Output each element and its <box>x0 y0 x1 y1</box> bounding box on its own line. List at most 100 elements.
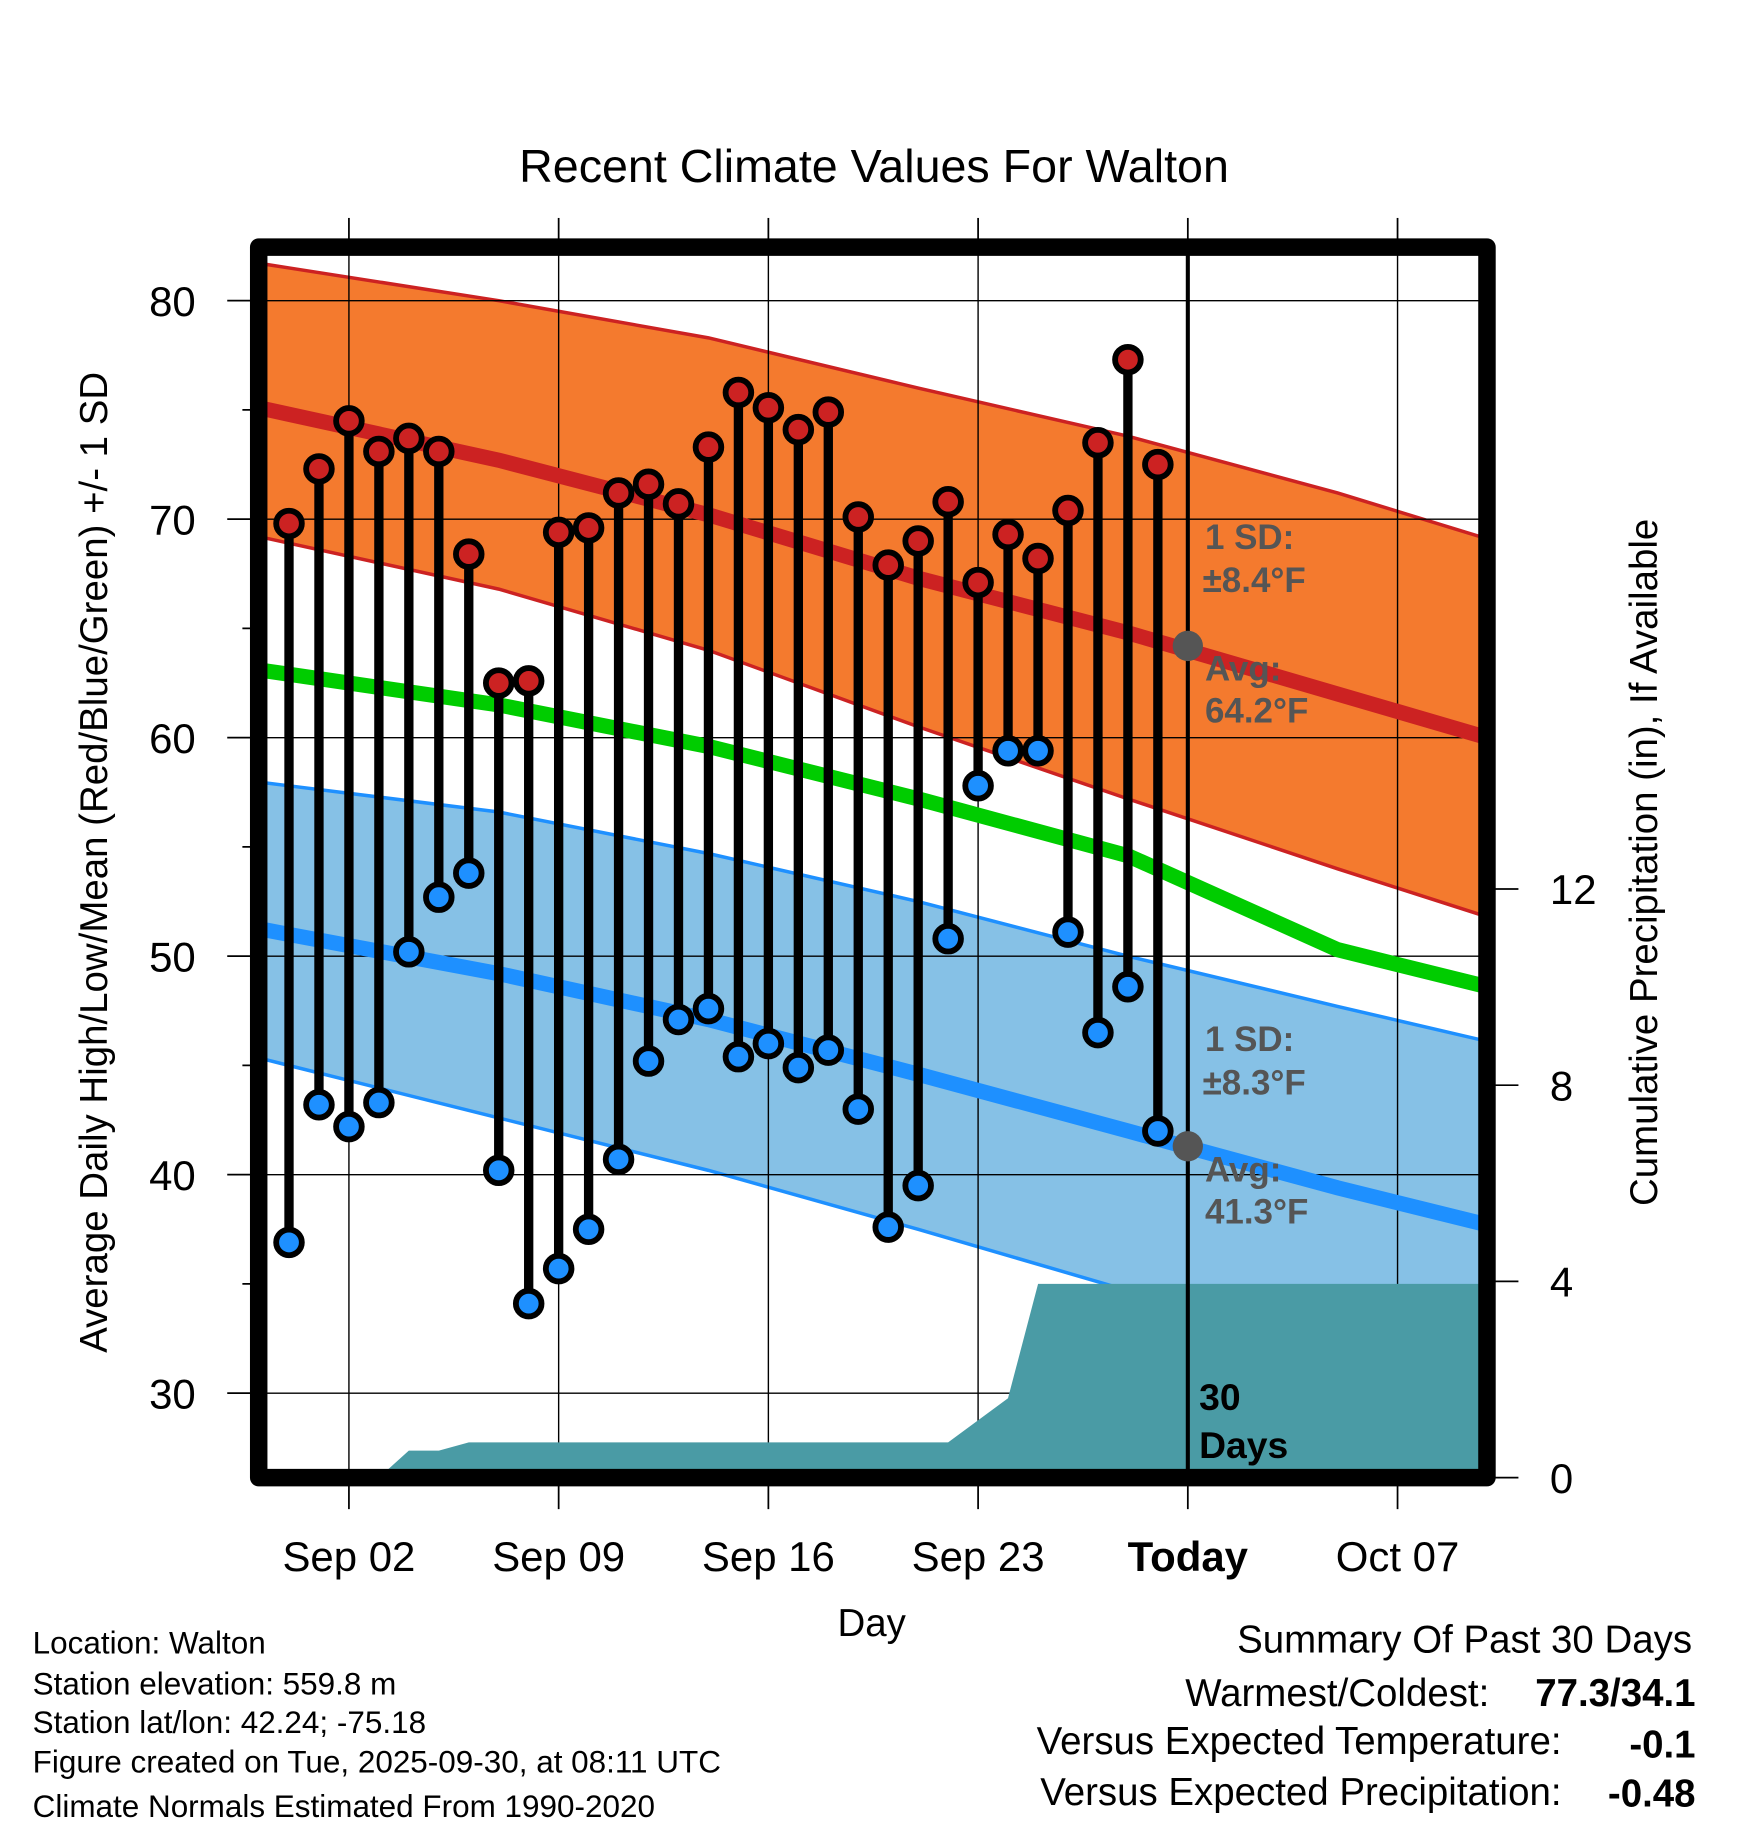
low-point <box>902 1169 934 1202</box>
days-number: 30 <box>1199 1376 1240 1418</box>
daily-observation <box>752 392 785 1060</box>
daily-observation <box>812 396 845 1066</box>
high-point <box>512 665 545 697</box>
low-point <box>482 1154 515 1187</box>
y-tick-label: 80 <box>149 278 196 325</box>
high-point <box>632 468 665 500</box>
low-avg-label: Avg: <box>1205 1151 1281 1190</box>
daily-observation <box>1112 343 1144 1003</box>
daily-observation <box>453 538 485 889</box>
low-point <box>512 1287 545 1320</box>
low-point <box>363 1086 395 1119</box>
high-point <box>542 516 575 549</box>
y-axis-label: Average Daily High/Low/Mean (Red/Blue/Gr… <box>73 372 116 1353</box>
daily-observation <box>1052 494 1084 948</box>
y-tick-label: 60 <box>149 715 196 762</box>
daily-observation <box>1022 542 1054 767</box>
high-point <box>662 488 695 520</box>
low-point <box>662 1003 695 1036</box>
high-point <box>842 501 874 533</box>
daily-observation <box>962 566 994 802</box>
footer-location: Location: Walton <box>33 1626 266 1661</box>
high-point <box>423 435 455 468</box>
y2-tick-label: 8 <box>1550 1062 1573 1109</box>
low-sd-value: ±8.3°F <box>1203 1063 1306 1102</box>
high-point <box>482 667 515 699</box>
low-point <box>1082 1016 1114 1049</box>
high-point <box>1082 426 1114 459</box>
low-point <box>632 1045 665 1077</box>
daily-observation <box>393 422 425 968</box>
daily-observation <box>722 376 755 1073</box>
today-high-avg-marker <box>1172 630 1203 662</box>
y-tick-label: 70 <box>149 496 196 543</box>
low-avg-value: 41.3°F <box>1205 1193 1308 1232</box>
high-point <box>1052 494 1084 527</box>
y-tick-label: 40 <box>149 1152 196 1199</box>
daily-observation <box>363 435 395 1119</box>
low-point <box>962 770 994 802</box>
low-point <box>932 922 964 955</box>
low-point <box>572 1213 605 1246</box>
low-point <box>273 1226 305 1259</box>
x-tick-label: Sep 23 <box>912 1533 1045 1580</box>
daily-observation <box>482 667 515 1187</box>
x-tick-label: Oct 07 <box>1336 1533 1460 1580</box>
high-point <box>1022 542 1054 575</box>
high-point <box>872 549 904 581</box>
plot-frame <box>249 238 1496 1487</box>
high-point <box>1142 448 1174 481</box>
daily-observation <box>872 549 904 1243</box>
daily-observation <box>333 405 365 1143</box>
low-point <box>393 936 425 968</box>
summary-precip-value: -0.48 <box>1608 1772 1696 1815</box>
precip-area <box>387 1283 1482 1470</box>
low-point <box>602 1143 635 1176</box>
summary-precip-label: Versus Expected Precipitation: <box>1040 1771 1561 1814</box>
x-tick-label: Sep 09 <box>492 1533 625 1580</box>
footer-normals: Climate Normals Estimated From 1990-2020 <box>33 1789 655 1824</box>
high-sd-label: 1 SD: <box>1205 518 1294 557</box>
daily-observation <box>512 665 545 1320</box>
high-sd-band <box>266 264 1482 915</box>
low-point <box>303 1089 335 1121</box>
daily-observation <box>632 468 665 1077</box>
today-low-avg-marker <box>1172 1131 1203 1162</box>
low-point <box>542 1252 575 1285</box>
y2-tick-label: 4 <box>1550 1259 1573 1306</box>
high-sd-value: ±8.4°F <box>1203 561 1306 600</box>
high-point <box>692 431 725 463</box>
daily-observation <box>992 518 1024 767</box>
low-point <box>453 857 485 889</box>
x-tick-label: Sep 02 <box>282 1533 415 1580</box>
low-point <box>722 1040 755 1073</box>
y-tick-label: 30 <box>149 1370 196 1417</box>
low-point <box>752 1027 785 1060</box>
summary-title: Summary Of Past 30 Days <box>1237 1618 1692 1661</box>
y-tick-label: 50 <box>149 933 196 980</box>
daily-observation <box>423 435 455 913</box>
high-point <box>273 507 305 540</box>
daily-observation <box>842 501 874 1125</box>
y2-tick-label: 0 <box>1550 1455 1573 1502</box>
low-point <box>1142 1115 1174 1147</box>
high-point <box>453 538 485 570</box>
high-point <box>962 566 994 599</box>
y2-axis-label: Cumulative Precipitation (in), If Availa… <box>1623 519 1666 1206</box>
high-point <box>333 405 365 437</box>
low-point <box>1022 735 1054 767</box>
days-word: Days <box>1199 1424 1288 1466</box>
high-avg-value: 64.2°F <box>1205 692 1308 731</box>
daily-observation <box>902 525 934 1202</box>
low-point <box>842 1093 874 1125</box>
summary-warm-cold-value: 77.3/34.1 <box>1535 1672 1695 1715</box>
daily-observation <box>542 516 575 1285</box>
footer-elevation: Station elevation: 559.8 m <box>33 1666 397 1701</box>
high-point <box>992 518 1024 551</box>
daily-observation <box>602 477 635 1176</box>
high-point <box>932 485 964 518</box>
high-upper-sd-line <box>266 262 1482 539</box>
daily-observation <box>1142 448 1174 1147</box>
footer-latlon: Station lat/lon: 42.24; -75.18 <box>33 1705 426 1740</box>
high-point <box>363 435 395 468</box>
